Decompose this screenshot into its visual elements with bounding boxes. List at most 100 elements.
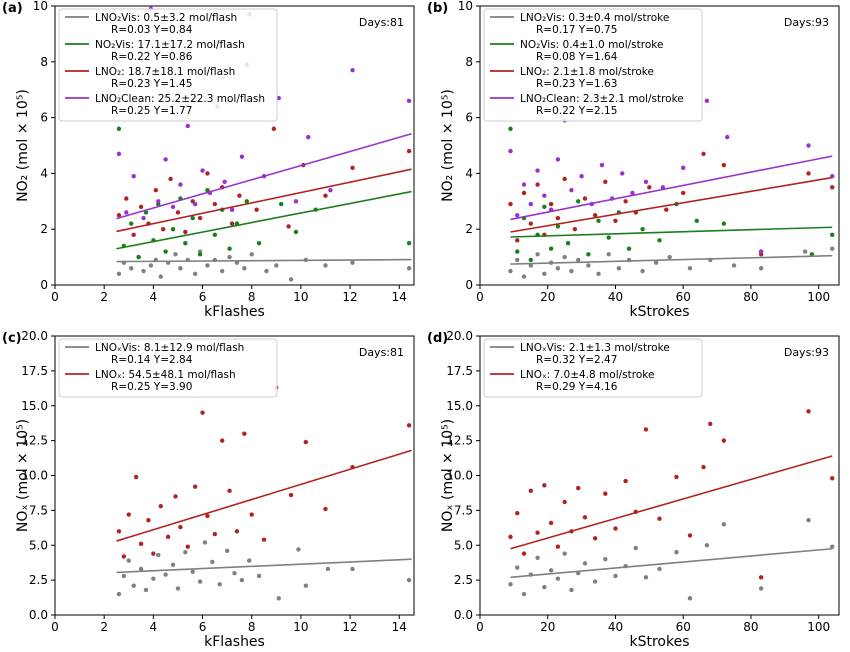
legend-stats-a: R=0.03 Y=0.84 <box>111 24 193 36</box>
data-point-a-s2 <box>168 176 173 182</box>
x-tick-label-b: 0 <box>476 290 484 304</box>
legend-entry-a: LNO₂Vis: 0.5±3.2 mol/flash <box>95 12 237 24</box>
data-point-b-s0 <box>562 254 567 260</box>
data-point-d-s0 <box>508 582 513 587</box>
data-point-a-s1 <box>256 240 262 246</box>
data-point-c-s1 <box>165 534 171 540</box>
data-point-a-s1 <box>244 199 249 204</box>
x-tick-label-c: 0 <box>51 620 59 634</box>
data-point-d-s1 <box>576 485 581 491</box>
data-point-d-s1 <box>562 499 567 505</box>
regression-line-a-s3 <box>116 133 412 220</box>
data-point-a-s3 <box>163 157 168 162</box>
data-point-b-s0 <box>515 257 520 263</box>
data-point-b-s0 <box>667 254 672 260</box>
regression-line-b-s0 <box>510 254 833 265</box>
data-point-b-s0 <box>687 266 693 271</box>
data-point-c-s1 <box>151 551 156 556</box>
data-point-d-s0 <box>674 550 679 555</box>
data-point-d-s1 <box>613 526 618 531</box>
y-tick-label-a: 10 <box>33 0 48 13</box>
legend-box-d <box>483 338 703 398</box>
data-point-b-s3 <box>528 201 534 207</box>
data-point-c-s0 <box>190 569 195 574</box>
data-point-b-s3 <box>542 193 547 198</box>
legend-stats-a: R=0.23 Y=1.45 <box>111 78 192 90</box>
y-tick-label-b: 8 <box>465 55 473 69</box>
data-point-b-s0 <box>555 266 561 271</box>
data-point-b-s0 <box>616 266 622 271</box>
plot-area-a <box>116 6 412 282</box>
data-point-d-s1 <box>592 536 598 541</box>
data-point-b-s0 <box>758 266 764 271</box>
data-point-a-s2 <box>197 215 203 221</box>
data-point-b-s3 <box>555 157 561 162</box>
data-point-b-s1 <box>565 240 571 246</box>
data-point-a-s1 <box>279 201 284 207</box>
data-point-b-s0 <box>830 246 835 251</box>
data-point-c-s0 <box>232 570 237 576</box>
data-point-a-s3 <box>328 187 333 193</box>
legend-stats-c: R=0.14 Y=2.84 <box>111 354 193 366</box>
data-point-c-s0 <box>210 559 215 565</box>
data-point-b-s2 <box>528 221 534 226</box>
data-point-c-s0 <box>276 596 281 601</box>
chart-svg-b: (b) 0 20 40 60 80 100 0 2 4 6 8 10 kStrokes NO₂ (mol ×… <box>427 0 840 320</box>
plot-area-b <box>508 98 835 279</box>
data-point-b-s3 <box>704 98 710 104</box>
data-point-a-s0 <box>249 252 254 257</box>
x-tick-label-a: 0 <box>51 290 59 304</box>
y-tick-label-d: 2.5 <box>454 573 473 587</box>
x-tick-label-b: 20 <box>540 290 555 304</box>
x-axis-label-c: kFlashes <box>204 634 265 650</box>
data-point-b-s0 <box>576 257 581 263</box>
data-point-b-s1 <box>555 224 561 229</box>
data-point-b-s2 <box>681 190 686 196</box>
regression-line-b-s2 <box>510 176 833 233</box>
data-point-b-s0 <box>653 260 659 265</box>
data-point-b-s1 <box>548 246 554 251</box>
plot-area-d <box>508 409 835 601</box>
data-point-a-s2 <box>205 171 210 176</box>
data-point-a-s3 <box>293 199 299 204</box>
data-point-c-s0 <box>197 579 203 584</box>
data-point-c-s1 <box>133 474 139 480</box>
y-axis-label-d: NOₓ (mol × 10⁵) <box>440 419 456 532</box>
data-point-b-s2 <box>613 218 618 224</box>
panel-label-c: (c) <box>2 331 22 346</box>
data-point-c-s1 <box>406 423 412 428</box>
y-tick-label-a: 6 <box>40 111 48 125</box>
data-point-c-s0 <box>256 573 262 579</box>
regression-line-b-s3 <box>510 155 833 221</box>
y-tick-label-d: 17.5 <box>446 364 473 378</box>
data-point-b-s1 <box>606 235 611 240</box>
data-point-d-s0 <box>687 596 693 601</box>
regression-line-a-s1 <box>116 190 412 250</box>
data-point-b-s2 <box>562 176 567 182</box>
data-point-b-s1 <box>657 238 662 243</box>
data-point-b-s3 <box>515 213 520 218</box>
data-point-a-s0 <box>141 268 146 274</box>
data-point-d-s1 <box>674 474 679 480</box>
data-point-d-s1 <box>623 478 628 484</box>
data-point-b-s0 <box>535 252 540 257</box>
data-point-a-s3 <box>350 67 355 73</box>
data-point-b-s0 <box>586 263 591 268</box>
data-point-b-s3 <box>579 173 584 179</box>
x-tick-label-c: 10 <box>293 620 308 634</box>
data-point-c-s1 <box>185 544 190 549</box>
x-tick-label-c: 14 <box>392 620 407 634</box>
data-point-c-s0 <box>406 577 412 583</box>
data-point-c-s0 <box>175 586 181 591</box>
data-point-b-s2 <box>555 215 561 221</box>
data-point-b-s3 <box>521 182 527 187</box>
x-tick-label-d: 20 <box>540 620 555 634</box>
data-point-d-s0 <box>721 522 727 527</box>
data-point-b-s3 <box>681 165 686 171</box>
data-point-a-s1 <box>197 252 203 257</box>
x-tick-label-a: 2 <box>100 290 108 304</box>
data-point-d-s0 <box>592 579 598 584</box>
legend-entry-b: LNO₂Vis: 0.3±0.4 mol/stroke <box>520 12 669 24</box>
data-point-a-s3 <box>200 168 205 173</box>
chart-panel-c: (c) 0 2 4 6 8 10 12 14 0.0 2.5 5.0 7.5 10.0 12.5 15.0 17… <box>0 330 425 652</box>
